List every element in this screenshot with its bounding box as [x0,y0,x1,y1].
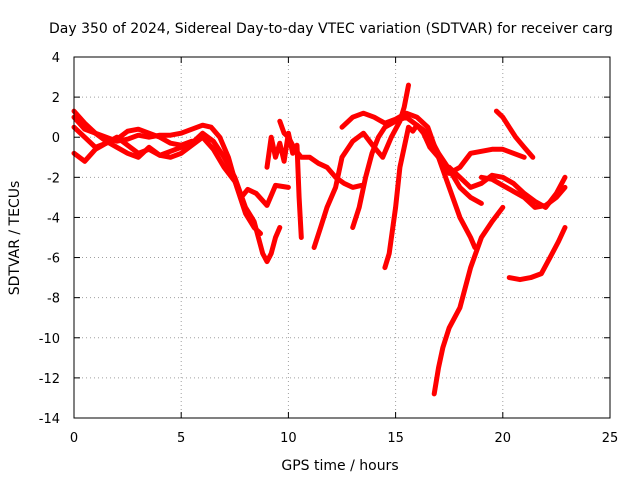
series-track-11 [431,204,506,397]
series-track-12 [493,108,536,160]
y-tick-label: -10 [39,332,60,347]
x-tick-label: 15 [387,431,404,446]
series-track-14 [478,174,568,210]
series-track-10 [382,122,527,271]
axis-ticks [73,56,611,419]
y-tick-label: -2 [47,171,60,186]
plot-frame [73,56,611,419]
tick-labels: 0 5 10 15 20 25 -14 -12 -10 -8 -6 -4 -2 0 2 4 [39,51,619,446]
y-tick-label: -14 [39,412,60,427]
x-tick-label: 25 [602,431,619,446]
y-tick-label: -8 [47,292,60,307]
series-track-5 [264,130,304,240]
x-tick-label: 20 [495,431,512,446]
chart-title: Day 350 of 2024, Sidereal Day-to-day VTE… [49,21,613,37]
series-track-2 [71,124,283,265]
series-track-3 [71,108,291,208]
x-tick-label: 5 [177,431,185,446]
y-tick-label: -12 [39,372,60,387]
x-tick-label: 10 [280,431,297,446]
y-tick-label: -6 [47,252,60,267]
y-tick-label: 0 [52,131,60,146]
series-track-4 [71,126,195,164]
x-tick-label: 0 [70,431,78,446]
x-axis-label: GPS time / hours [281,458,398,474]
y-axis-label: SDTVAR / TECUs [7,181,23,296]
series-track-8 [339,110,478,250]
y-tick-label: 4 [52,51,60,66]
data-series [71,82,568,397]
series-track-6 [277,118,364,190]
y-tick-label: -4 [47,211,60,226]
grid-lines [74,57,610,418]
series-track-15 [506,225,568,283]
y-tick-label: 2 [52,91,60,106]
series-track-9 [350,114,484,230]
